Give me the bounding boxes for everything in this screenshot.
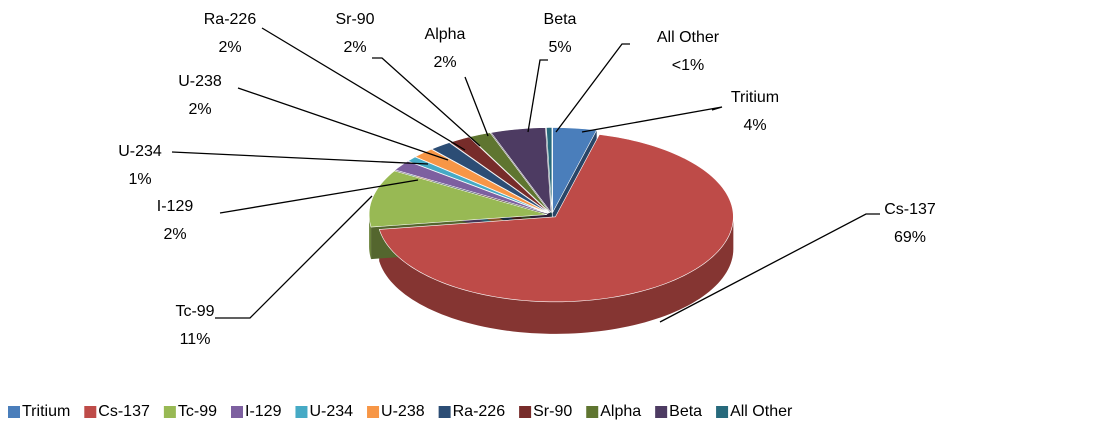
slice [490, 127, 552, 214]
data-label-value: 69% [894, 229, 926, 246]
legend: Tritium Cs-137 Tc-99 I-129 U-234 U-238 Ra-226 S… [8, 403, 793, 420]
legend-label: Beta [669, 403, 702, 420]
slice [431, 142, 550, 214]
legend-swatch [163, 406, 176, 418]
legend-label: I-129 [245, 403, 282, 420]
legend-label: U-238 [381, 403, 425, 420]
slice [378, 134, 734, 303]
data-label-value: 4% [743, 117, 766, 134]
legend-swatch [367, 406, 380, 418]
legend-swatch [655, 406, 668, 418]
data-label-value: 2% [343, 39, 366, 56]
data-label-name: Alpha [425, 26, 466, 43]
leader-line [464, 76, 489, 137]
legend-label: U-234 [309, 403, 353, 420]
data-label-name: Tc-99 [175, 303, 214, 320]
data-label-name: Cs-137 [884, 201, 936, 218]
data-label-value: 2% [163, 226, 186, 243]
data-label-value: 2% [188, 101, 211, 118]
data-label-name: Sr-90 [335, 11, 374, 28]
leader-line [215, 195, 373, 319]
leader-line [237, 87, 449, 161]
legend-swatch [716, 406, 729, 418]
data-label-value: 1% [128, 171, 151, 188]
leader-line [659, 213, 880, 323]
legend-label: Sr-90 [533, 403, 572, 420]
legend-swatch [438, 406, 451, 418]
legend-label: Cs-137 [98, 403, 150, 420]
data-label-value: 11% [180, 331, 211, 348]
data-label-name: U-238 [178, 73, 222, 90]
data-label-value: 2% [433, 54, 456, 71]
legend-swatch [519, 406, 532, 418]
legend-swatch [295, 406, 308, 418]
legend-label: Ra-226 [453, 403, 506, 420]
legend-label: Tc-99 [178, 403, 217, 420]
legend-swatch [84, 406, 97, 418]
slice [414, 148, 549, 214]
leader-line [555, 43, 630, 133]
data-label-name: Tritium [731, 89, 779, 106]
leader-line [581, 106, 723, 133]
legend-label: Tritium [22, 403, 70, 420]
data-label-value: 2% [218, 39, 241, 56]
data-label-name: U-234 [118, 143, 162, 160]
slice-side [379, 216, 734, 334]
leader-line [372, 57, 481, 147]
slice [368, 170, 548, 228]
data-label-value: <1% [672, 57, 704, 74]
data-label-name: All Other [657, 29, 720, 46]
slice-tops [368, 127, 734, 303]
data-label-name: Beta [544, 11, 577, 28]
leader-line [261, 27, 466, 151]
leader-line [219, 179, 419, 214]
slice [546, 127, 553, 213]
legend-swatch [231, 406, 243, 418]
legend-swatch [586, 406, 599, 418]
data-label-value: 5% [548, 39, 571, 56]
legend-swatch [8, 406, 20, 418]
legend-label: Alpha [600, 403, 641, 420]
data-label-name: I-129 [157, 198, 194, 215]
data-label-name: Ra-226 [204, 11, 257, 28]
leader-line [527, 59, 548, 133]
legend-label: All Other [730, 403, 793, 420]
leader-line [171, 151, 429, 165]
